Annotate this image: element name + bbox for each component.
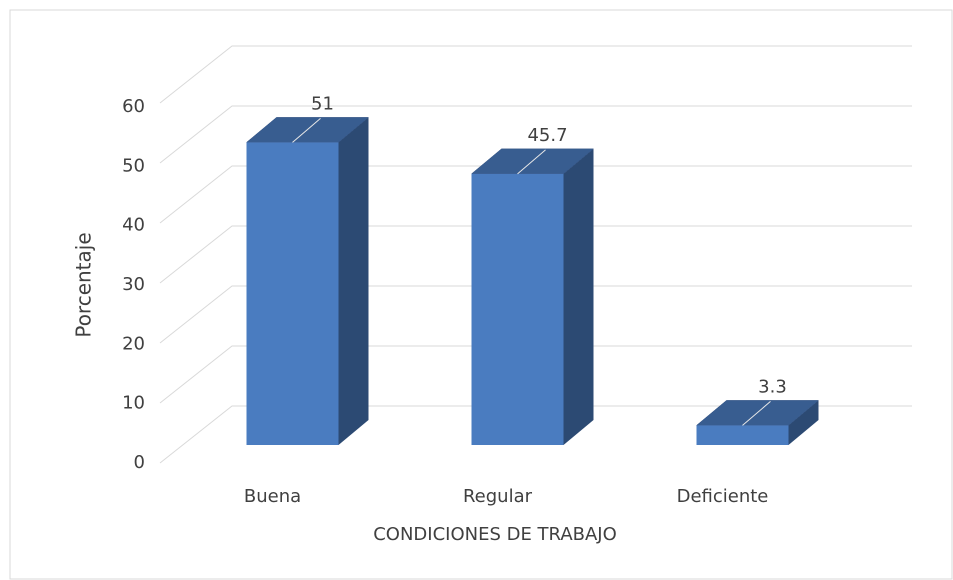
data-label: 45.7	[527, 125, 567, 146]
grid-line	[159, 105, 912, 164]
x-tick-label: Regular	[463, 486, 533, 507]
data-label: 51	[311, 93, 334, 114]
bar-side	[338, 117, 369, 446]
y-tick-label: 60	[122, 96, 145, 117]
y-tick-label: 50	[122, 155, 145, 176]
y-tick-label: 0	[134, 452, 145, 473]
bar	[246, 142, 339, 445]
data-label: 3.3	[758, 376, 787, 397]
bar-side	[563, 148, 594, 445]
x-axis-title: CONDICIONES DE TRABAJO	[373, 524, 617, 545]
leader-line	[292, 118, 321, 143]
bar	[696, 425, 789, 445]
leader-line	[517, 149, 546, 175]
grid-line	[159, 285, 912, 344]
x-tick-label: Deficiente	[677, 486, 769, 507]
x-tick-label: Buena	[244, 486, 301, 507]
grid-line	[159, 345, 912, 404]
y-tick-label: 40	[122, 215, 145, 236]
bar-side	[788, 400, 819, 445]
y-tick-label: 10	[122, 393, 145, 414]
y-axis-title: Porcentaje	[72, 232, 96, 337]
bar	[471, 173, 564, 445]
grid-line	[159, 45, 912, 104]
grid-line	[159, 405, 912, 464]
y-tick-label: 20	[122, 333, 145, 354]
leader-line	[742, 401, 771, 426]
grid-line	[159, 165, 912, 224]
y-tick-label: 30	[122, 274, 145, 295]
grid-line	[159, 225, 912, 284]
